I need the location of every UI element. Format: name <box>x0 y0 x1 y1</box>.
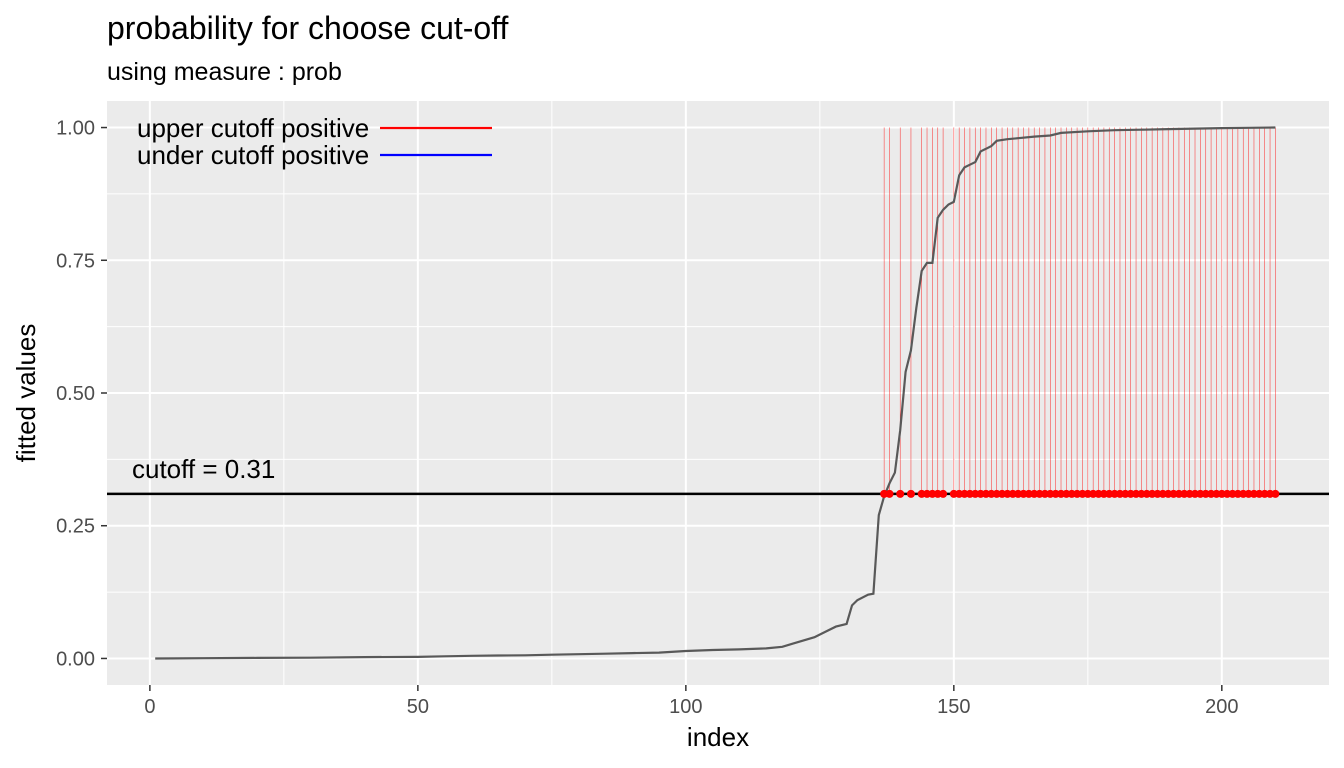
x-axis-title: index <box>687 722 749 752</box>
chart-subtitle: using measure : prob <box>107 58 342 86</box>
positive-point <box>1271 489 1280 498</box>
y-tick-label: 0.50 <box>56 383 95 405</box>
x-tick-label: 50 <box>407 696 429 718</box>
x-tick-label: 200 <box>1205 696 1238 718</box>
y-tick-label: 0.25 <box>56 516 95 538</box>
positive-point <box>885 489 894 498</box>
y-axis: 0.00 0.25 0.50 0.75 1.00 <box>56 118 107 670</box>
y-tick-label: 0.75 <box>56 250 95 272</box>
y-tick-label: 0.00 <box>56 648 95 670</box>
grid-major <box>107 101 1329 685</box>
legend: upper cutoff positive under cutoff posit… <box>137 113 492 170</box>
x-tick-label: 150 <box>937 696 970 718</box>
positive-lines <box>883 127 1276 494</box>
y-axis-title: fitted values <box>11 324 41 463</box>
x-tick-label: 0 <box>144 696 155 718</box>
chart-title: probability for choose cut-off <box>107 10 509 46</box>
legend-label-under: under cutoff positive <box>137 140 369 170</box>
legend-label-upper: upper cutoff positive <box>137 113 369 143</box>
positive-point <box>939 489 948 498</box>
positive-point <box>906 489 915 498</box>
positive-point <box>896 489 905 498</box>
x-tick-label: 100 <box>669 696 702 718</box>
x-axis: 0 50 100 150 200 <box>144 685 1238 718</box>
y-tick-label: 1.00 <box>56 118 95 140</box>
probability-line <box>155 126 1276 660</box>
cutoff-label: cutoff = 0.31 <box>132 454 275 484</box>
positive-points <box>880 489 1280 498</box>
